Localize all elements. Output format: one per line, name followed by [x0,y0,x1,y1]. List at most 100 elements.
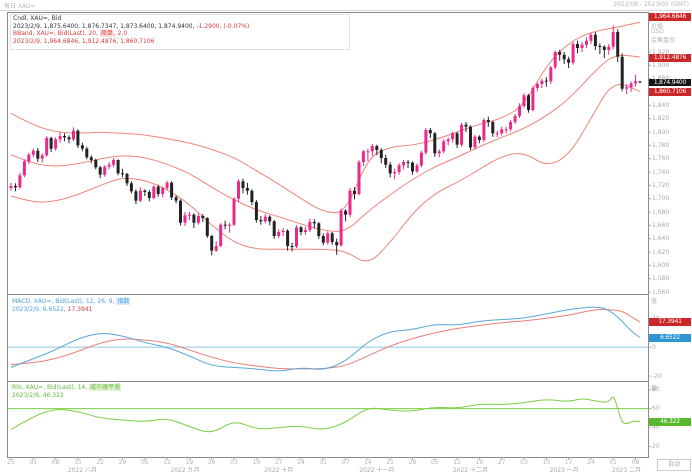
candle-body [40,155,44,159]
candle-body [424,130,428,153]
day-tick-label: 24 [297,459,305,466]
price-tick-label: 1,600 [652,261,670,269]
candle-body [277,232,281,236]
price-tick-label: 1,660 [652,221,670,229]
candle-body [437,151,441,154]
candle-body [406,162,410,163]
bband-params-prefix: BBand, XAU=, Bid(Last), 20, [13,30,98,37]
price-axis[interactable]: 价格 USD 金衡盎司 值 值 1,9201,9001,8801,8601,84… [649,0,692,472]
candle-body [237,181,240,199]
day-tick-label: 26 [207,459,216,466]
rsi-panel-legend[interactable]: RSI, XAU=, Bid(Last), 14, 威尔德平滑 2023/2/9… [12,384,122,399]
candle-body [464,124,468,127]
date-range-label: 2022/08 - 2023/02 (GMT) [613,1,689,8]
top-bar: 每日 XAU= 2022/08 - 2023/02 (GMT) [0,0,692,11]
macd-signal-value-label: 17.3941 [649,318,691,326]
day-tick-label: 29 [118,459,127,466]
candle-series-label[interactable]: Cndl, XAU=, Bid [13,15,62,22]
candle-body [165,182,169,188]
candle-body [156,186,160,194]
axis-header-price: 价格 [651,23,664,30]
candle-body [205,218,209,236]
candle-body [308,222,312,230]
candle-body [366,151,370,153]
candle-body [268,216,272,222]
time-axis[interactable]: 25 01 08 15 22 29 05 12 19 26 03 10 17 24 31 07 14 21 28 05… [0,458,692,472]
candle-body [402,162,406,166]
day-tick-label: 10 [542,459,551,466]
rsi-tick-label: 80 [652,386,660,394]
candle-body [183,215,187,223]
rsi-params: RSI, XAU=, Bid(Last), 14, [12,384,88,391]
day-tick-label: 24 [587,459,595,466]
macd-ma-type-pill[interactable]: 指数 [116,298,131,305]
candle-body [254,202,258,220]
auto-scale-button[interactable]: 自动 [657,459,691,471]
candle-body [460,124,464,145]
rsi-smoothing-pill[interactable]: 威尔德平滑 [89,384,122,391]
candle-body [419,152,423,166]
candle-body [353,190,356,194]
price-tick-label: 1,640 [652,235,670,243]
candle-body [393,172,397,174]
candle-body [549,67,553,82]
candle-body [210,236,214,251]
candle-body [500,129,504,134]
month-label: 2022 八月 [67,467,97,472]
candle-body [553,52,557,68]
macd-tick-label: 0 [652,343,656,351]
candle-body [263,216,267,222]
day-tick-label: 05 [140,459,149,466]
macd-panel-legend[interactable]: MACD, XAU=, Bid(Last), 12, 26, 9, 指数 202… [12,298,131,314]
candle-body [616,32,620,57]
bollinger-middle-line [10,54,641,232]
candle-body [112,160,116,165]
day-tick-label: 01 [29,459,38,466]
candle-body [107,164,111,167]
day-tick-label: 03 [520,459,528,466]
candle-body [170,182,174,198]
interval-instrument-selector[interactable]: 每日 XAU= [4,3,36,10]
ohlc-values: 2023/2/9, 1,875.6400, 1,876.7347, 1,873.… [13,22,195,30]
upper-band-value-label: 1,964.6846 [649,13,691,21]
price-tick-label: 1,900 [652,61,670,69]
candle-body [415,165,419,172]
bband-series-label[interactable]: BBand, XAU=, Bid(Last), 20, 简单, 2.0 [13,30,249,38]
day-tick-label: 19 [475,459,484,466]
candle-body [94,160,98,168]
price-tick-label: 1,740 [652,168,670,176]
rsi-tick-label: 60 [652,405,660,413]
candle-body [138,190,142,201]
candle-body [339,210,343,246]
candle-body [192,214,196,223]
candle-body [388,164,392,174]
candle-body [531,88,535,110]
candle-body [567,59,571,63]
bband-params-suffix: , 2.0 [113,30,128,37]
candle-body [85,148,89,158]
price-tick-label: 1,680 [652,208,670,216]
bband-ma-type-pill[interactable]: 简单 [99,30,114,37]
candle-body [593,34,597,46]
candle-body [121,173,124,175]
macd-signal-value: 17.3941 [67,305,93,313]
macd-series-label[interactable]: MACD, XAU=, Bid(Last), 12, 26, 9, 指数 [12,298,131,306]
candle-body [370,146,374,152]
rsi-series-label[interactable]: RSI, XAU=, Bid(Last), 14, 威尔德平滑 [12,384,122,392]
candle-body [611,32,615,47]
macd-params: MACD, XAU=, Bid(Last), 12, 26, 9, [12,298,115,305]
candle-body [446,139,450,142]
candle-body [486,120,490,122]
candle-body [174,197,178,201]
candle-body [522,95,526,106]
candle-body [312,222,316,224]
candle-body [629,83,633,88]
macd-values-row: 2023/2/9, 6.6522, 17.3941 [12,306,130,314]
main-panel-legend[interactable]: Cndl, XAU=, Bid 2023/2/9, 1,875.6400, 1,… [13,15,249,45]
candle-body [375,146,379,150]
price-tick-label: 1,580 [652,275,670,283]
lower-band-value-label: 1,860.7106 [649,88,691,96]
candle-body [535,84,539,88]
